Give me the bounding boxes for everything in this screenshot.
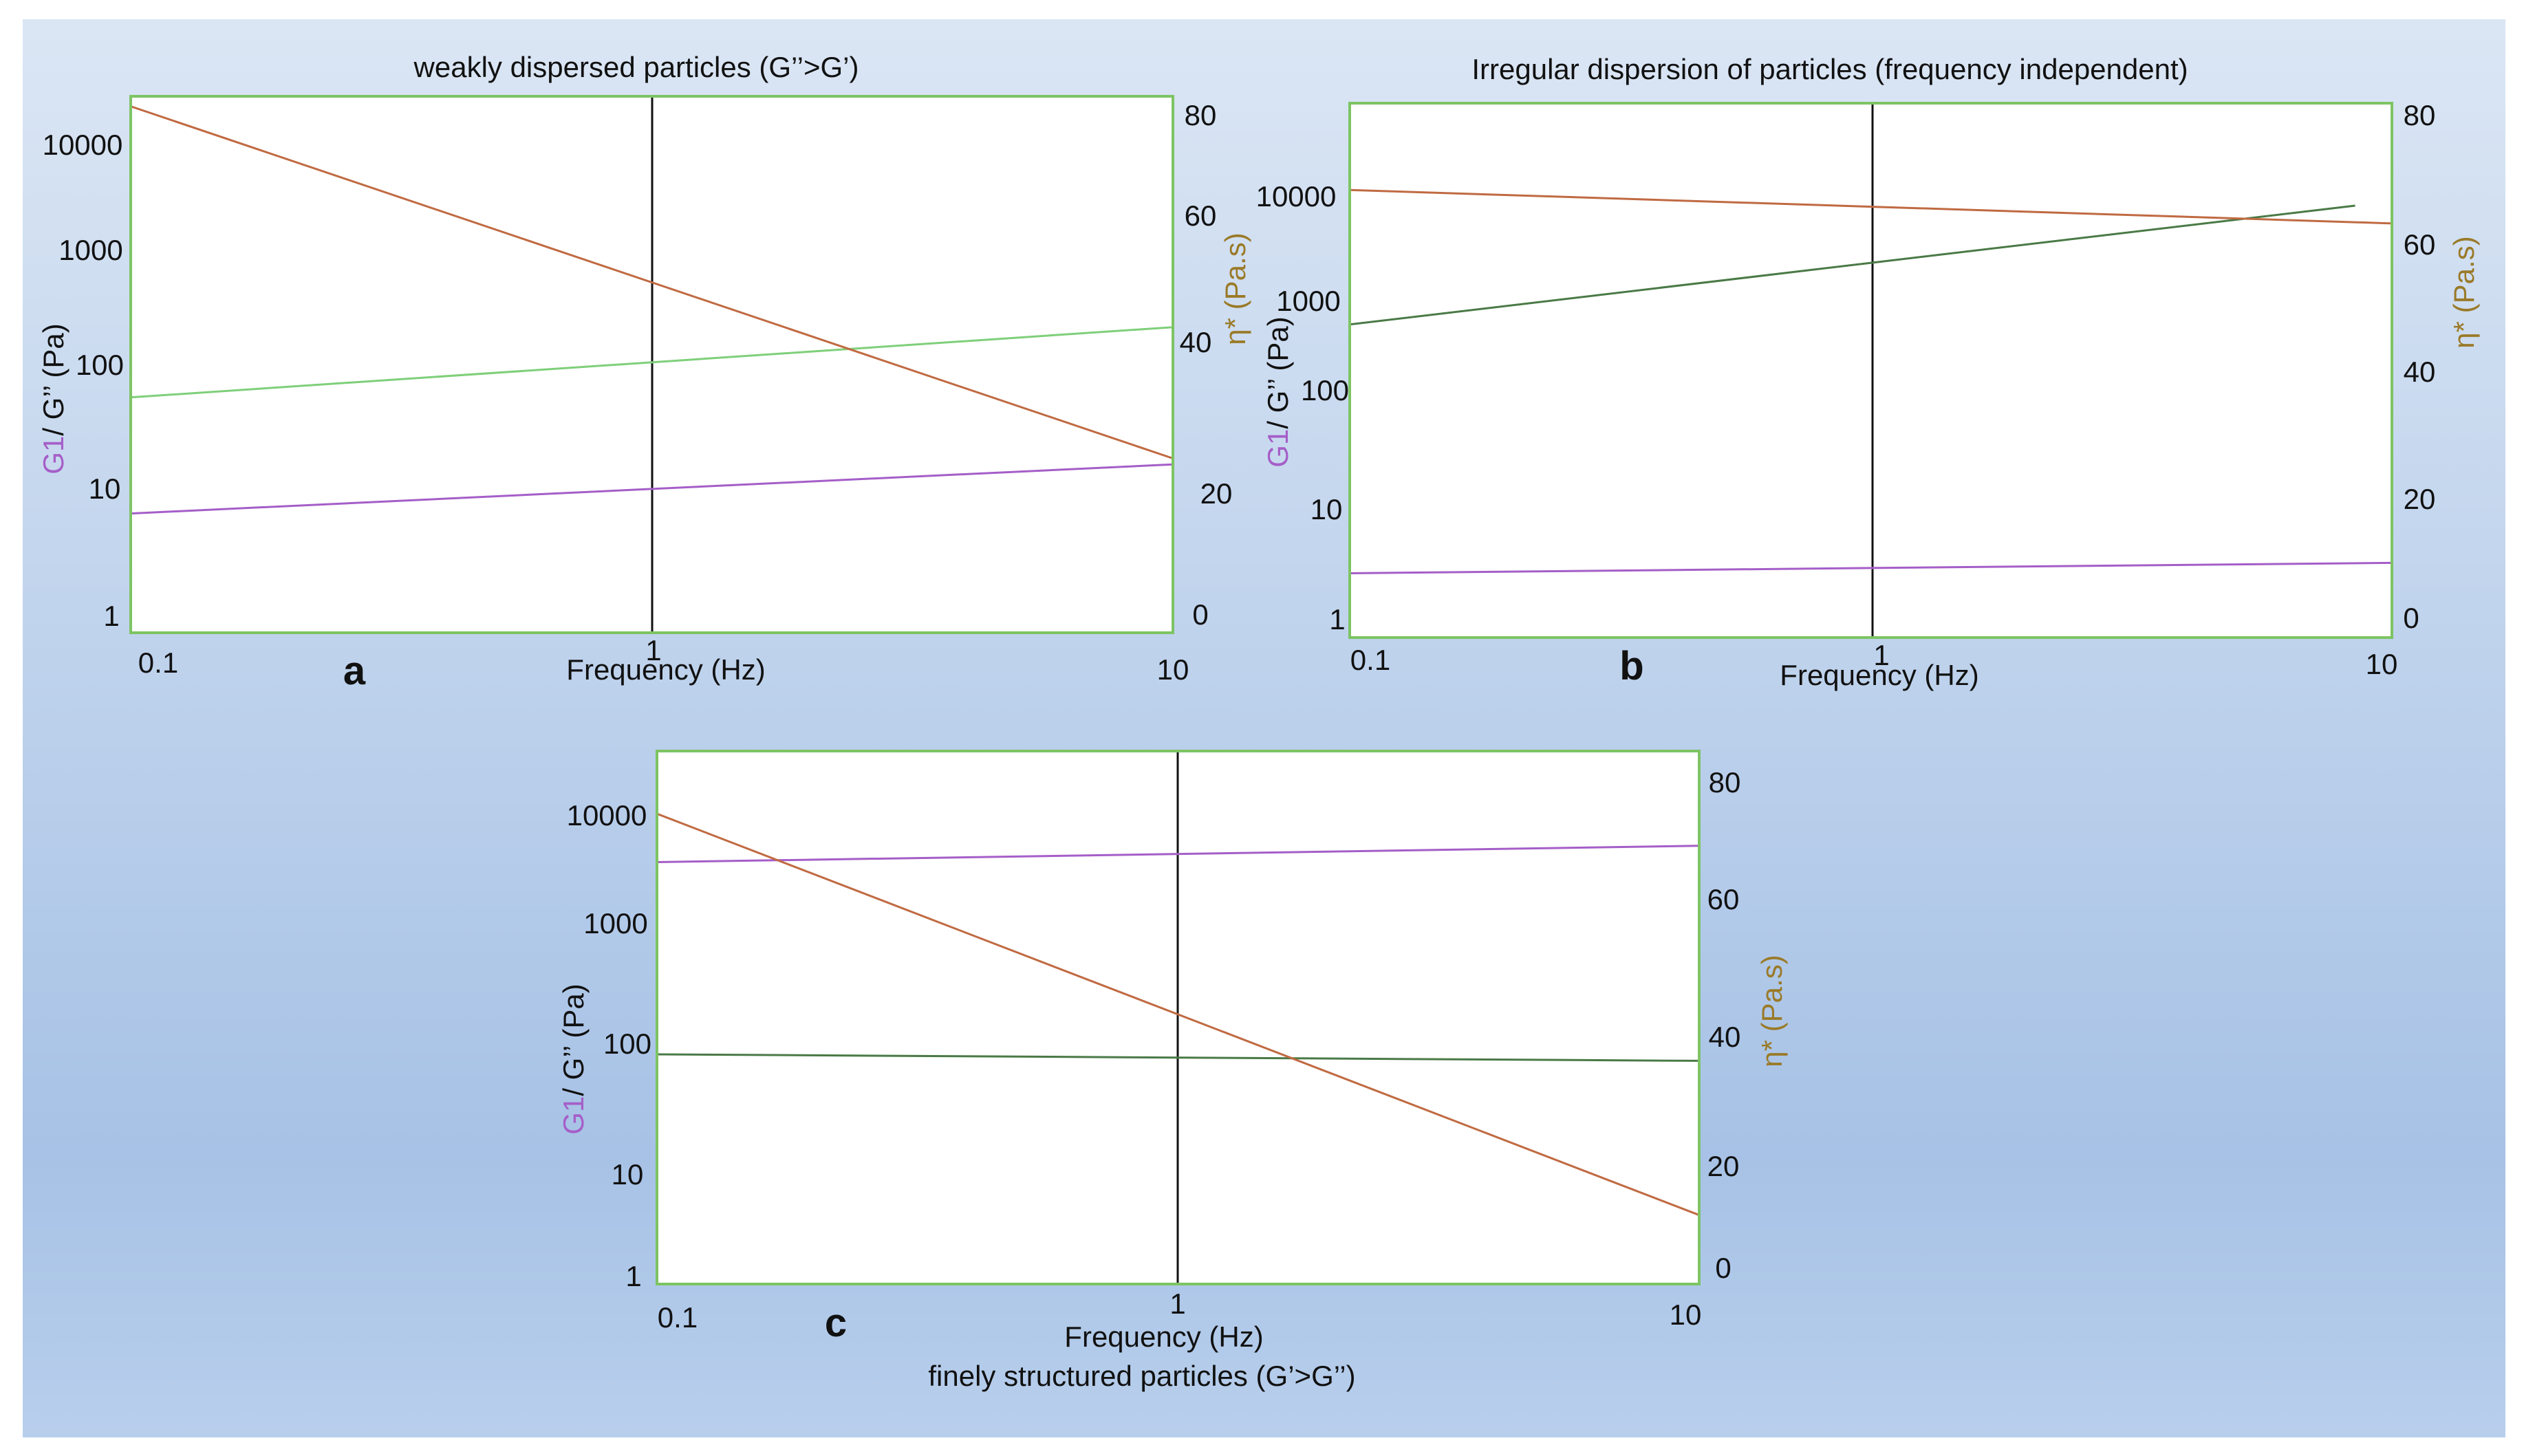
panel-a-frame: [129, 95, 1174, 634]
panel-c-ylabel-right: η* (Pa.s): [1756, 955, 1788, 1067]
panel-b-ylabel-left: G1/ G’’ (Pa): [1262, 316, 1294, 467]
panel-c-title: finely structured particles (G’>G’’): [928, 1360, 1355, 1392]
panel-b-frame: [1348, 102, 2393, 639]
panel-c-yleft-tick: 1: [625, 1260, 641, 1292]
panel-b-plot-area: [1350, 103, 2392, 638]
panel-a: weakly dispersed particles (G’’>G’) 1000…: [37, 51, 1251, 693]
panel-b-yleft-tick: 100: [1301, 374, 1349, 406]
panel-a-yleft-tick: 10: [89, 472, 121, 505]
panel-a-yright-tick: 0: [1192, 598, 1208, 631]
panel-a-g1-line: [130, 463, 1174, 515]
eta-unit-label: (Pa.s): [1219, 232, 1251, 318]
panel-b-letter: b: [1619, 644, 1643, 688]
panel-c-yright-tick: 80: [1709, 766, 1741, 798]
panel-a-ylabel-left: G1/ G’’ (Pa): [37, 323, 69, 474]
panel-c-yright-tick: 0: [1715, 1252, 1731, 1284]
panel-a-letter: a: [343, 649, 366, 693]
panel-a-xtick: 10: [1157, 653, 1189, 686]
panel-b-xtick: 0.1: [1350, 644, 1390, 676]
panel-c-yleft-tick: 100: [603, 1028, 651, 1060]
panel-a-yright-tick: 20: [1200, 477, 1233, 510]
g1-label: G1: [1262, 429, 1294, 468]
panel-c-letter: c: [825, 1301, 847, 1345]
panel-b-yleft-tick: 1: [1329, 603, 1345, 635]
panel-a-xtick: 0.1: [138, 646, 178, 679]
g1-label: G1: [557, 1096, 590, 1135]
panel-a-xtick: 1: [645, 634, 661, 666]
g2-label: / G’’ (Pa): [1262, 316, 1294, 428]
panel-b-eta-line: [1349, 188, 2393, 225]
eta-label: η*: [1756, 1040, 1788, 1067]
panel-a-yleft-tick: 1: [103, 600, 119, 632]
panel-b-ylabel-right: η* (Pa.s): [2448, 236, 2480, 348]
g2-label: / G’’ (Pa): [37, 323, 69, 435]
panel-b-xlabel: Frequency (Hz): [1780, 659, 1978, 691]
panel-b-xtick: 10: [2366, 648, 2398, 680]
panel-c-g1-line: [656, 845, 1700, 864]
panel-a-g2-line: [130, 326, 1174, 399]
g2-label: / G’’ (Pa): [557, 984, 590, 1096]
panel-b-g1-line: [1349, 561, 2393, 574]
eta-unit-label: (Pa.s): [2448, 236, 2480, 321]
panel-c-yleft-tick: 1000: [583, 907, 647, 939]
panel-a-title: weakly dispersed particles (G’’>G’): [413, 51, 859, 83]
panel-a-yright-tick: 60: [1185, 199, 1217, 232]
panel-c-g2-line: [656, 1053, 1700, 1062]
panel-a-yleft-tick: 100: [76, 349, 124, 381]
panel-b-xtick: 1: [1873, 639, 1889, 671]
panel-b-yright-tick: 0: [2403, 602, 2419, 634]
eta-label: η*: [2448, 321, 2480, 349]
panel-c-eta-line: [656, 812, 1700, 1217]
panel-c-xtick: 0.1: [658, 1301, 698, 1334]
panel-b-yleft-tick: 10000: [1256, 180, 1337, 213]
panel-a-xlabel: Frequency (Hz): [566, 653, 765, 686]
eta-unit-label: (Pa.s): [1756, 955, 1788, 1040]
panel-b-yleft-tick: 1000: [1276, 285, 1340, 317]
panel-b: Irregular dispersion of particles (frequ…: [1256, 53, 2480, 691]
panel-a-ylabel-right: η* (Pa.s): [1219, 232, 1251, 345]
panel-b-g2-line: [1349, 204, 2355, 326]
panel-b-title: Irregular dispersion of particles (frequ…: [1471, 53, 2188, 85]
panel-c-xtick: 1: [1169, 1287, 1185, 1320]
panel-c-xlabel: Frequency (Hz): [1064, 1321, 1263, 1353]
panel-c-yright-tick: 60: [1707, 883, 1740, 915]
panel-c-yleft-tick: 10000: [567, 799, 647, 832]
panel-c-ylabel-left: G1/ G’’ (Pa): [557, 984, 590, 1134]
panel-b-yright-tick: 60: [2404, 228, 2436, 261]
panel-a-yleft-tick: 10000: [43, 129, 123, 161]
eta-label: η*: [1219, 318, 1251, 345]
panel-c-yright-tick: 20: [1707, 1150, 1740, 1182]
panel-b-yright-tick: 80: [2404, 99, 2436, 131]
panel-b-yright-tick: 40: [2404, 356, 2436, 388]
panel-c: 10000 1000 100 10 1 80 60 40 20 0 0.1 1 …: [557, 750, 1788, 1392]
panel-b-yright-tick: 20: [2404, 483, 2436, 515]
g1-label: G1: [37, 436, 69, 475]
panel-a-yright-tick: 80: [1185, 99, 1217, 131]
panel-c-yright-tick: 40: [1709, 1021, 1741, 1053]
panel-b-yleft-tick: 10: [1310, 493, 1343, 525]
panel-c-frame: [656, 750, 1701, 1285]
panel-a-yleft-tick: 1000: [58, 234, 122, 266]
panel-c-xtick: 10: [1670, 1299, 1702, 1331]
panel-c-yleft-tick: 10: [612, 1158, 644, 1191]
panel-a-eta-line: [130, 105, 1174, 459]
panel-a-yright-tick: 40: [1180, 326, 1212, 358]
